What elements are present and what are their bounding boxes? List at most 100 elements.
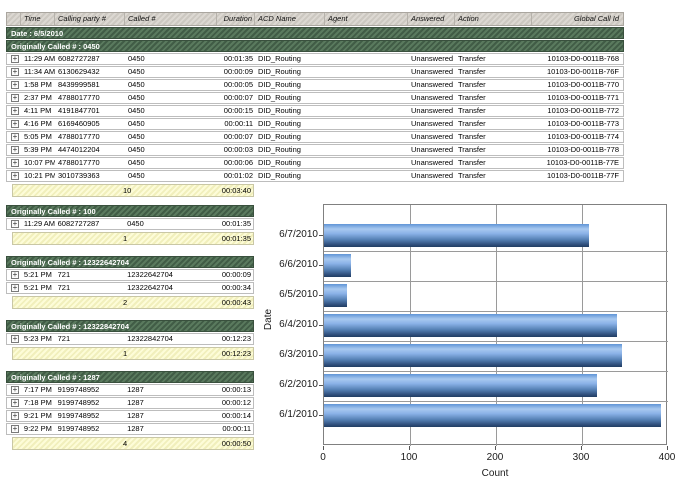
column-header-agent: Agent — [325, 13, 408, 25]
cell-gcid: 10103-D0-0011B-772 — [547, 106, 619, 115]
expand-row-icon[interactable]: + — [11, 424, 19, 433]
group-summary-row: 2 00:00:43 — [12, 296, 254, 309]
cell-called: 0450 — [128, 132, 145, 141]
chart-plot-area — [323, 204, 668, 446]
cell-duration: 00:01:35 — [221, 219, 252, 228]
chart-x-tick — [667, 446, 668, 450]
expand-row-icon[interactable]: + — [11, 132, 19, 141]
cell-time: 5:21 PM — [23, 270, 52, 279]
cell-gcid: 10103-D0-0011B-771 — [547, 93, 619, 102]
table-row: +5:39 PM 4474012204 0450 00:00:03 DID_Routin… — [6, 144, 624, 156]
cell-answered: Unanswered — [411, 119, 454, 128]
cell-time: 5:05 PM — [24, 132, 52, 141]
chart-bar — [324, 284, 348, 307]
group-header: Originally Called # : 12322642704 — [6, 256, 254, 268]
expand-row-icon[interactable]: + — [11, 219, 19, 228]
cell-calling: 6082727287 — [58, 54, 100, 63]
cell-time: 11:29 AM — [24, 54, 55, 63]
chart-gridline-horizontal — [324, 341, 668, 342]
cell-calling: 6169460905 — [58, 119, 100, 128]
expand-row-icon[interactable]: + — [11, 411, 19, 420]
expand-row-icon[interactable]: + — [11, 398, 19, 407]
table-row: +5:21 PM 721 12322642704 00:00:09 — [6, 269, 254, 281]
cell-called: 12322642704 — [127, 283, 173, 292]
chart-bar — [324, 314, 618, 337]
cell-time: 5:39 PM — [24, 145, 52, 154]
expand-row-icon[interactable]: + — [11, 158, 19, 167]
group-header: Originally Called # : 1287 — [6, 371, 254, 383]
cell-acd: DID_Routing — [258, 132, 301, 141]
expand-row-icon[interactable]: + — [11, 106, 19, 115]
date-group-header: Date : 6/5/2010 — [6, 27, 624, 39]
cell-gcid: 10103-D0-0011B-778 — [547, 145, 619, 154]
cell-called: 0450 — [128, 119, 145, 128]
chart-y-tick — [319, 325, 323, 326]
expand-row-icon[interactable]: + — [11, 145, 19, 154]
summary-spacer — [13, 297, 123, 308]
cell-answered: Unanswered — [411, 171, 454, 180]
cell-time: 5:23 PM — [23, 334, 52, 343]
expand-row-icon[interactable]: + — [11, 93, 19, 102]
expand-row-icon[interactable]: + — [11, 283, 19, 292]
cell-duration: 00:00:34 — [221, 283, 252, 292]
cell-time: 2:37 PM — [24, 93, 52, 102]
cell-action: Transfer — [458, 93, 486, 102]
chart-y-tick-label: 6/4/2010 — [279, 319, 318, 330]
cell-agent — [325, 158, 408, 168]
cell-calling: 4474012204 — [58, 145, 100, 154]
cell-called: 12322642704 — [127, 270, 173, 279]
cell-calling: 9199748952 — [57, 385, 100, 394]
summary-spacer — [13, 233, 123, 244]
expand-row-icon[interactable]: + — [11, 334, 19, 343]
chart-gridline-horizontal — [324, 311, 668, 312]
expand-row-icon[interactable]: + — [11, 119, 19, 128]
cell-time: 4:11 PM — [24, 106, 52, 115]
expand-row-icon[interactable]: + — [11, 80, 19, 89]
expand-row-icon[interactable]: + — [11, 54, 19, 63]
cell-calling: 8439999581 — [58, 80, 100, 89]
chart-y-tick — [319, 295, 323, 296]
cell-calling: 4191847701 — [58, 106, 100, 115]
expand-cell: + — [7, 270, 21, 280]
cell-agent — [325, 171, 408, 181]
expand-cell: + — [7, 93, 21, 103]
chart-gridline-horizontal — [324, 401, 668, 402]
group-summary-row: 10 00:03:40 — [12, 184, 254, 197]
expand-cell: + — [7, 171, 21, 181]
cell-called: 1287 — [127, 424, 144, 433]
cell-acd: DID_Routing — [258, 67, 301, 76]
chart-y-tick — [319, 355, 323, 356]
summary-spacer — [13, 348, 123, 359]
cell-calling: 6082727287 — [57, 219, 100, 228]
cell-time: 1:58 PM — [24, 80, 52, 89]
cell-gcid: 10103-D0-0011B-768 — [547, 54, 619, 63]
chart-y-tick-label: 6/6/2010 — [279, 259, 318, 270]
cell-calling: 721 — [57, 270, 71, 279]
cell-gcid: 10103-D0-0011B-774 — [547, 132, 619, 141]
expand-cell: + — [7, 411, 21, 421]
grouped-call-tables: Originally Called # : 100 +11:29 AM 608272… — [6, 205, 254, 461]
cell-duration: 00:00:06 — [223, 158, 253, 167]
cell-agent — [325, 67, 408, 77]
expand-row-icon[interactable]: + — [11, 67, 19, 76]
expand-row-icon[interactable]: + — [11, 385, 19, 394]
chart-y-tick-label: 6/3/2010 — [279, 349, 318, 360]
chart-y-tick-label: 6/2/2010 — [279, 379, 318, 390]
expand-row-icon[interactable]: + — [11, 270, 19, 279]
cell-time: 7:18 PM — [23, 398, 52, 407]
cell-agent — [325, 80, 408, 90]
cell-duration: 00:00:11 — [224, 119, 253, 128]
summary-call-count: 1 — [123, 349, 128, 358]
chart-bar — [324, 344, 623, 367]
cell-acd: DID_Routing — [258, 119, 301, 128]
group-header: Originally Called # : 12322842704 — [6, 320, 254, 332]
cell-duration: 00:00:11 — [222, 424, 252, 433]
table-row: +1:58 PM 8439999581 0450 00:00:05 DID_Routin… — [6, 79, 624, 91]
summary-total-duration: 00:03:40 — [221, 186, 251, 195]
expand-cell: + — [7, 145, 21, 155]
cell-time: 9:21 PM — [23, 411, 52, 420]
expand-row-icon[interactable]: + — [11, 171, 19, 180]
summary-spacer — [13, 185, 123, 196]
summary-total-duration: 00:00:43 — [221, 298, 251, 307]
column-header-expand — [7, 13, 21, 25]
